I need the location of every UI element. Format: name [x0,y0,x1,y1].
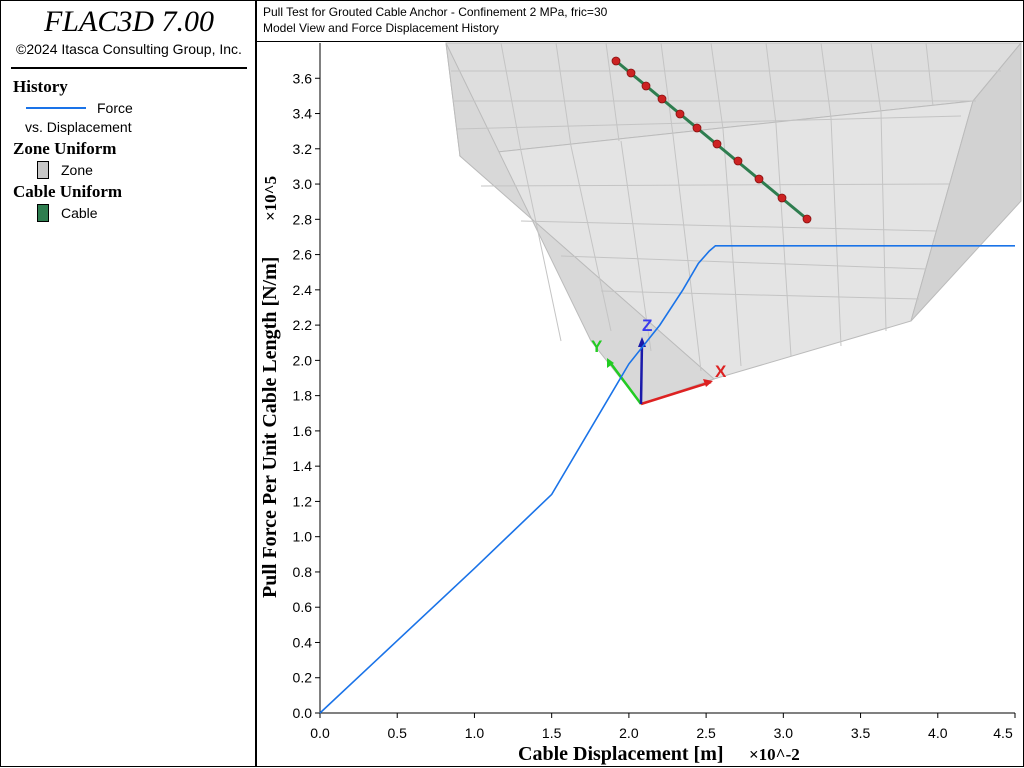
x-axis-label: X [715,362,727,381]
cable-node [733,156,743,166]
cable-node [657,94,667,104]
cable-node [754,174,764,184]
x-tick-label: 1.5 [542,725,562,741]
model-and-chart-canvas: X Y Z 0.0 0.5 1.0 1.5 2.0 2.5 3.0 3.5 4.0 4.5 0.0… [259,41,1023,765]
y-tick-label: 1.4 [293,458,313,474]
y-tick-label: 2.0 [293,352,313,368]
legend-panel: FLAC3D 7.00 ©2024 Itasca Consulting Grou… [0,0,256,767]
x-tick-label: 2.0 [619,725,639,741]
cable-swatch [37,204,49,222]
force-displacement-series [319,245,1015,714]
y-tick-label: 1.2 [293,493,313,509]
cable-model [611,56,812,224]
x-axis-multiplier: ×10^-2 [749,745,800,764]
y-tick-label: 2.8 [293,211,313,227]
cable-node [692,123,702,133]
y-tick-label: 0.6 [293,599,313,615]
legend-cable-label: Cable [61,205,98,221]
y-axis-multiplier: ×10^5 [261,176,280,221]
legend-zone-label: Zone [61,162,93,178]
y-axis-title: Pull Force Per Unit Cable Length [N/m] [259,257,281,598]
legend-history-entry: Force [97,100,133,116]
y-axis-arrow [607,360,643,405]
y-tick-label: 1.6 [293,423,313,439]
y-tick-label: 2.6 [293,247,313,263]
y-tick-label: 3.2 [293,141,313,157]
y-tick-label: 2.2 [293,317,313,333]
x-axis-arrow [640,380,712,406]
y-tick-label: 3.6 [293,70,313,86]
plot-header-title: Pull Test for Grouted Cable Anchor - Con… [263,5,608,19]
x-tick-label: 0.0 [310,725,330,741]
y-tick-label: 2.4 [293,282,313,298]
cable-node [641,81,651,91]
cable-node [712,139,722,149]
x-tick-label: 3.0 [774,725,794,741]
legend-zone-heading: Zone Uniform [13,139,117,158]
y-tick-label: 3.4 [293,106,313,122]
y-tick-label: 1.0 [293,529,313,545]
x-axis-title: Cable Displacement [m] [518,743,724,765]
zone-swatch [37,161,49,179]
y-tick-label: 0.4 [293,634,313,650]
y-tick-label: 0.8 [293,564,313,580]
y-tick-label: 0.0 [293,705,313,721]
header-divider [257,41,1023,42]
title-divider [11,67,247,69]
force-line-swatch [26,107,86,109]
cable-node [777,193,787,203]
plot-header-subtitle: Model View and Force Displacement Histor… [263,21,499,35]
x-tick-label: 3.5 [851,725,871,741]
zone-model-view [445,41,1023,405]
chart-layer: 0.0 0.5 1.0 1.5 2.0 2.5 3.0 3.5 4.0 4.5 0.0 0.2 0.4… [259,43,1016,765]
y-tick-label: 3.0 [293,176,313,192]
cable-node [802,214,812,224]
legend-history-entry-line2: vs. Displacement [25,119,132,135]
cable-node [675,109,685,119]
cable-node [626,68,636,78]
y-axis-label: Y [591,337,603,356]
x-tick-label: 2.5 [696,725,716,741]
axes-triad: X Y Z [591,316,727,406]
y-tick-label: 0.2 [293,670,313,686]
y-tick-label: 1.8 [293,388,313,404]
plot-panel: Pull Test for Grouted Cable Anchor - Con… [256,0,1024,767]
cable-node [611,56,621,66]
app-title: FLAC3D 7.00 [43,5,214,38]
legend-history-heading: History [13,77,68,96]
x-tick-label: 0.5 [387,725,407,741]
z-axis-arrow [639,340,644,405]
x-tick-label: 4.0 [928,725,948,741]
legend-cable-heading: Cable Uniform [13,182,123,201]
z-axis-label: Z [642,316,652,335]
copyright-text: ©2024 Itasca Consulting Group, Inc. [16,41,242,57]
x-tick-label: 1.0 [465,725,485,741]
x-tick-label: 4.5 [993,725,1013,741]
